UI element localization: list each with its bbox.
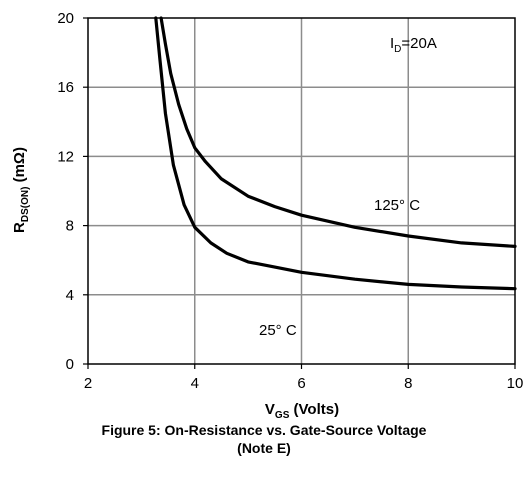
y-tick-label-4: 4 xyxy=(66,287,74,304)
y-tick-label-12: 12 xyxy=(57,148,74,165)
y-tick-label-16: 16 xyxy=(57,79,74,96)
x-tick-label-10: 10 xyxy=(507,375,524,392)
x-tick-label-2: 2 xyxy=(84,375,92,392)
figure-caption-line1: Figure 5: On-Resistance vs. Gate-Source … xyxy=(101,422,427,438)
figure-caption-line2: (Note E) xyxy=(237,440,291,456)
series-label-25c: 25° C xyxy=(259,322,297,339)
id-annotation-main: I xyxy=(390,35,394,52)
x-axis-title: VGS (Volts) xyxy=(265,401,339,421)
y-axis-title-main: R xyxy=(11,222,28,233)
y-tick-label-20: 20 xyxy=(57,10,74,27)
y-axis-title: RDS(ON) (mΩ) xyxy=(11,147,31,233)
axis-ticks: 2 4 6 8 10 0 4 8 12 16 20 xyxy=(57,10,523,392)
y-axis-title-rest: (mΩ) xyxy=(11,147,28,187)
x-axis-title-main: V xyxy=(265,401,275,418)
id-annotation-rest: =20A xyxy=(401,35,436,52)
series-label-125c: 125° C xyxy=(374,197,420,214)
y-tick-label-8: 8 xyxy=(66,218,74,235)
id-annotation: ID=20A xyxy=(390,35,437,55)
series-line-25c xyxy=(154,16,517,291)
y-tick-label-0: 0 xyxy=(66,356,74,373)
x-tick-label-8: 8 xyxy=(404,375,412,392)
x-axis-title-rest: (Volts) xyxy=(289,401,339,418)
x-tick-label-6: 6 xyxy=(297,375,305,392)
x-tick-label-4: 4 xyxy=(191,375,199,392)
id-annotation-sub: D xyxy=(394,44,401,55)
x-axis-title-sub: GS xyxy=(275,410,290,421)
y-axis-title-sub: DS(ON) xyxy=(20,187,31,223)
series-line-125c xyxy=(159,16,517,248)
series-group xyxy=(154,16,517,291)
grid-lines xyxy=(88,18,515,364)
